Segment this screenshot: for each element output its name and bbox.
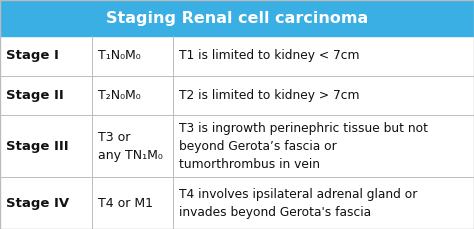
Text: T3 is ingrowth perinephric tissue but not
beyond Gerota’s fascia or
tumorthrombu: T3 is ingrowth perinephric tissue but no… (179, 122, 428, 171)
Text: Stage IV: Stage IV (6, 197, 69, 210)
Bar (0, 76, 474, 115)
Text: Stage I: Stage I (6, 49, 59, 62)
Text: T4 involves ipsilateral adrenal gland or
invades beyond Gerota's fascia: T4 involves ipsilateral adrenal gland or… (179, 188, 417, 219)
Text: T4 or M1: T4 or M1 (98, 197, 153, 210)
Bar (0, 115, 474, 177)
Bar (0, 0, 474, 36)
Text: Stage III: Stage III (6, 140, 68, 153)
Text: T2 is limited to kidney > 7cm: T2 is limited to kidney > 7cm (179, 89, 359, 102)
Text: Staging Renal cell carcinoma: Staging Renal cell carcinoma (106, 11, 368, 26)
Text: Stage II: Stage II (6, 89, 64, 102)
Bar (0, 177, 474, 229)
Bar (0, 36, 474, 76)
Text: T1 is limited to kidney < 7cm: T1 is limited to kidney < 7cm (179, 49, 359, 62)
Text: T3 or
any TN₁M₀: T3 or any TN₁M₀ (98, 131, 163, 162)
Text: T₁N₀M₀: T₁N₀M₀ (98, 49, 141, 62)
Text: T₂N₀M₀: T₂N₀M₀ (98, 89, 141, 102)
